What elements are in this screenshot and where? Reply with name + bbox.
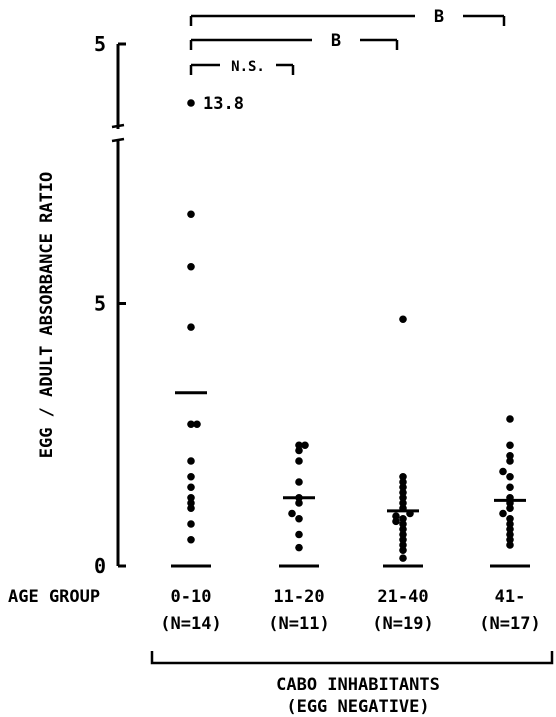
data-point (295, 543, 303, 552)
data-point (506, 457, 514, 465)
data-point (295, 446, 303, 455)
data-point (506, 451, 514, 460)
x-n-label: (N=17) (479, 614, 540, 634)
data-point (406, 509, 414, 518)
outlier-label: 13.8 (203, 94, 244, 114)
data-point (399, 520, 407, 528)
data-point (187, 472, 195, 481)
population-label-line2: (EGG NEGATIVE) (286, 697, 429, 717)
x-tick-label: 0-10 (171, 587, 212, 607)
data-point (499, 509, 507, 518)
x-tick-label: 41- (495, 587, 526, 607)
comparison-brackets: N.S. B B (189, 7, 506, 75)
data-point (399, 483, 407, 492)
data-point (506, 472, 514, 481)
data-point (506, 530, 514, 539)
x-tick-label: 21-40 (377, 587, 428, 607)
data-point (399, 472, 407, 481)
data-point (187, 457, 195, 465)
data-point (399, 488, 407, 497)
data-point (295, 514, 303, 523)
data-point (506, 415, 514, 423)
data-point (399, 554, 407, 562)
data-point (506, 483, 514, 492)
data-point (506, 525, 514, 534)
population-label: CABO INHABITANTS (EGG NEGATIVE) (150, 651, 554, 717)
y-tick-label-2: 5 (94, 32, 106, 56)
axis-break-mark-upper (111, 123, 125, 129)
x-tick-label: 11-20 (273, 587, 324, 607)
x-n-label: (N=19) (372, 614, 433, 634)
data-point (295, 530, 303, 539)
y-axis-ticks: 0 5 5 (94, 32, 126, 578)
data-point (399, 514, 407, 523)
axis-break-mark-lower (111, 137, 125, 143)
y-axis-label: EGG / ADULT ABSORBANCE RATIO (37, 172, 57, 459)
data-point (506, 541, 514, 549)
data-groups: 13.8 0-10 (N=14) 11-20 (N=11) 21-40 (N=19) 41- (… (160, 94, 540, 634)
y-axis (111, 44, 125, 566)
comparison-label-2: B (434, 7, 444, 27)
data-point (399, 315, 407, 324)
data-point (399, 525, 407, 534)
data-point (301, 441, 309, 450)
data-point (187, 323, 195, 331)
data-point (295, 441, 303, 450)
data-point (187, 420, 195, 429)
group-1: 11-20 (N=11) (268, 441, 330, 634)
data-point (187, 535, 195, 544)
population-bracket (150, 651, 554, 665)
data-point (288, 509, 296, 518)
data-point (506, 441, 514, 450)
data-point (187, 483, 195, 492)
data-point (506, 499, 514, 507)
comparison-bracket-0: N.S. (189, 59, 295, 75)
data-point (399, 530, 407, 539)
group-3: 41- (N=17) (479, 415, 541, 634)
data-point (499, 467, 507, 476)
data-point (399, 478, 407, 486)
data-point (295, 499, 303, 507)
x-n-label: (N=11) (268, 614, 329, 634)
data-point (399, 499, 407, 507)
data-point (392, 512, 400, 520)
x-n-label: (N=14) (160, 614, 221, 634)
data-point (187, 210, 195, 219)
data-point (193, 420, 201, 429)
data-point (399, 541, 407, 549)
data-point (187, 499, 195, 507)
data-point (295, 457, 303, 465)
data-point (506, 520, 514, 528)
group-0: 13.8 0-10 (N=14) (160, 94, 244, 634)
data-point (506, 514, 514, 523)
data-point (187, 262, 195, 271)
x-axis-prefix: AGE GROUP (8, 587, 100, 607)
y-tick-label-1: 5 (94, 292, 106, 316)
data-point (187, 99, 195, 107)
comparison-bracket-2: B (189, 7, 506, 27)
data-point (399, 504, 407, 513)
comparison-bracket-1: B (189, 31, 399, 51)
y-tick-label-0: 0 (94, 554, 106, 578)
group-2: 21-40 (N=19) (372, 315, 434, 634)
data-point (187, 520, 195, 528)
data-point (187, 504, 195, 513)
data-point (506, 493, 514, 502)
data-point (295, 493, 303, 502)
data-point (399, 535, 407, 544)
comparison-label-0: N.S. (231, 59, 265, 75)
population-label-line1: CABO INHABITANTS (276, 675, 440, 695)
data-point (399, 546, 407, 555)
comparison-label-1: B (331, 31, 341, 51)
data-point (392, 517, 400, 526)
data-point (399, 493, 407, 502)
data-point (506, 535, 514, 544)
data-point (295, 478, 303, 486)
data-point (187, 493, 195, 502)
data-point (506, 504, 514, 513)
